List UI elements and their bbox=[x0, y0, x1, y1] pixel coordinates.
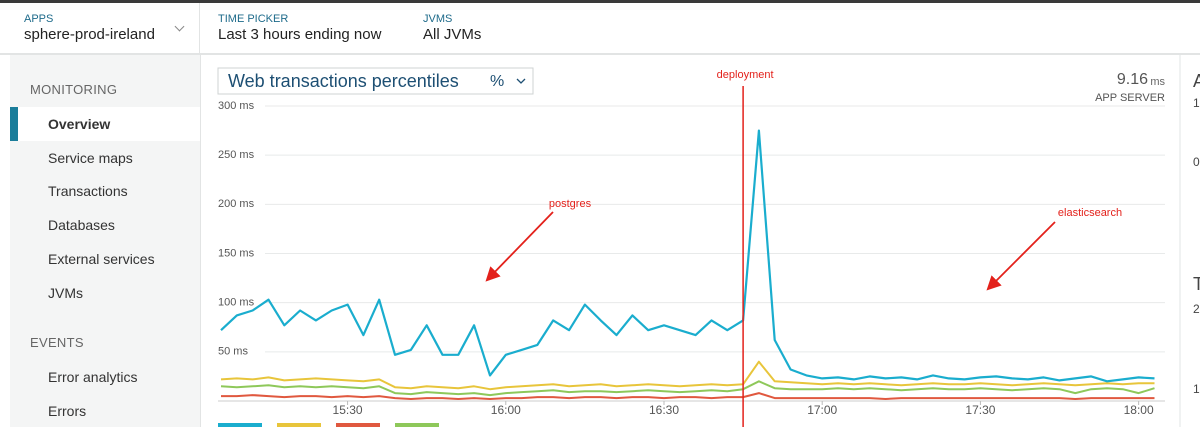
series-line bbox=[220, 360, 1155, 391]
nav-item[interactable]: External services bbox=[10, 242, 200, 276]
time-label: TIME PICKER bbox=[218, 13, 289, 25]
nav-item[interactable]: Transactions bbox=[10, 174, 200, 208]
nav-label: JVMs bbox=[48, 284, 83, 301]
y-tick-label: 150 ms bbox=[218, 247, 255, 259]
nav-item[interactable]: Service maps bbox=[10, 141, 200, 175]
y-tick-label: 50 ms bbox=[218, 346, 248, 358]
legend-swatch[interactable] bbox=[277, 423, 321, 427]
annotation: elasticsearch bbox=[1058, 207, 1122, 219]
nav-label: Overview bbox=[48, 116, 111, 132]
right-panel-text: 1 bbox=[1193, 382, 1200, 396]
y-tick-label: 200 ms bbox=[218, 198, 255, 210]
annotation-arrow bbox=[485, 211, 554, 282]
app-name: sphere-prod-ireland bbox=[24, 26, 155, 43]
jvm-picker[interactable]: JVMS All JVMs bbox=[423, 3, 523, 53]
annotation: postgres bbox=[549, 198, 592, 210]
y-tick-label: 250 ms bbox=[218, 149, 255, 161]
nav-label: Transactions bbox=[48, 183, 128, 200]
summary-unit: ms bbox=[1150, 76, 1165, 88]
right-panel-text: A bbox=[1193, 71, 1200, 91]
deployment-label: deployment bbox=[717, 69, 774, 81]
header: APPS sphere-prod-ireland TIME PICKER Las… bbox=[0, 3, 1200, 55]
x-tick-label: 17:30 bbox=[965, 403, 995, 417]
x-tick-label: 18:00 bbox=[1124, 403, 1154, 417]
section-title: EVENTS bbox=[30, 335, 84, 351]
chart-area: Web transactions percentiles% ms9.16 APP S… bbox=[217, 55, 1200, 427]
legend-swatch[interactable] bbox=[395, 423, 439, 427]
nav-label: External services bbox=[48, 250, 155, 267]
top-bar bbox=[0, 0, 1200, 3]
metric-selector[interactable] bbox=[217, 67, 534, 95]
right-panel-text: 1 bbox=[1193, 96, 1200, 110]
right-panel-text: 0 bbox=[1193, 155, 1200, 169]
x-tick-label: 17:00 bbox=[807, 403, 837, 417]
x-tick-label: 15:30 bbox=[333, 403, 363, 417]
nav-label: Error analytics bbox=[48, 369, 138, 386]
nav-item[interactable]: Overview bbox=[10, 107, 200, 141]
right-panel-text: T bbox=[1193, 274, 1200, 294]
nav-item[interactable]: Databases bbox=[10, 208, 200, 242]
nav-item[interactable]: Errors bbox=[10, 394, 200, 428]
nav-item[interactable]: JVMs bbox=[10, 276, 200, 310]
chart-title: Web transactions percentiles bbox=[228, 71, 459, 91]
time-picker[interactable]: TIME PICKER Last 3 hours ending now bbox=[218, 3, 408, 53]
legend-swatch[interactable] bbox=[336, 423, 380, 427]
summary-label: APP SERVER bbox=[1095, 92, 1165, 104]
series-line bbox=[221, 392, 1155, 400]
annotation-arrow bbox=[986, 221, 1056, 291]
series-line bbox=[220, 380, 1155, 397]
jvms-value: All JVMs bbox=[423, 26, 482, 43]
y-tick-label: 300 ms bbox=[218, 100, 255, 112]
jvms-label: JVMS bbox=[423, 13, 453, 25]
time-value: Last 3 hours ending now bbox=[218, 26, 382, 43]
y-tick-label: 100 ms bbox=[218, 297, 255, 309]
section-title: MONITORING bbox=[30, 82, 118, 97]
nav-item[interactable]: Error analytics bbox=[10, 360, 200, 394]
unit-selector: % bbox=[490, 73, 504, 90]
apps-label: APPS bbox=[24, 13, 54, 25]
legend-swatch[interactable] bbox=[218, 423, 262, 427]
nav-label: Databases bbox=[48, 217, 115, 234]
x-tick-label: 16:00 bbox=[491, 403, 521, 417]
nav-label: Errors bbox=[48, 402, 87, 419]
series-line bbox=[220, 129, 1155, 383]
nav-label: Service maps bbox=[48, 149, 133, 166]
right-panel-text: 2 bbox=[1193, 302, 1200, 316]
chart: Web transactions percentiles% ms9.16 APP S… bbox=[217, 55, 1200, 427]
sidebar: MONITORING Overview Service maps Transactio… bbox=[10, 55, 201, 427]
summary-value: 9.16 bbox=[1117, 71, 1148, 88]
chevron bbox=[174, 21, 185, 32]
x-tick-label: 16:30 bbox=[649, 403, 679, 417]
chevron bbox=[516, 78, 526, 84]
app-picker[interactable]: APPS sphere-prod-ireland bbox=[0, 3, 200, 53]
